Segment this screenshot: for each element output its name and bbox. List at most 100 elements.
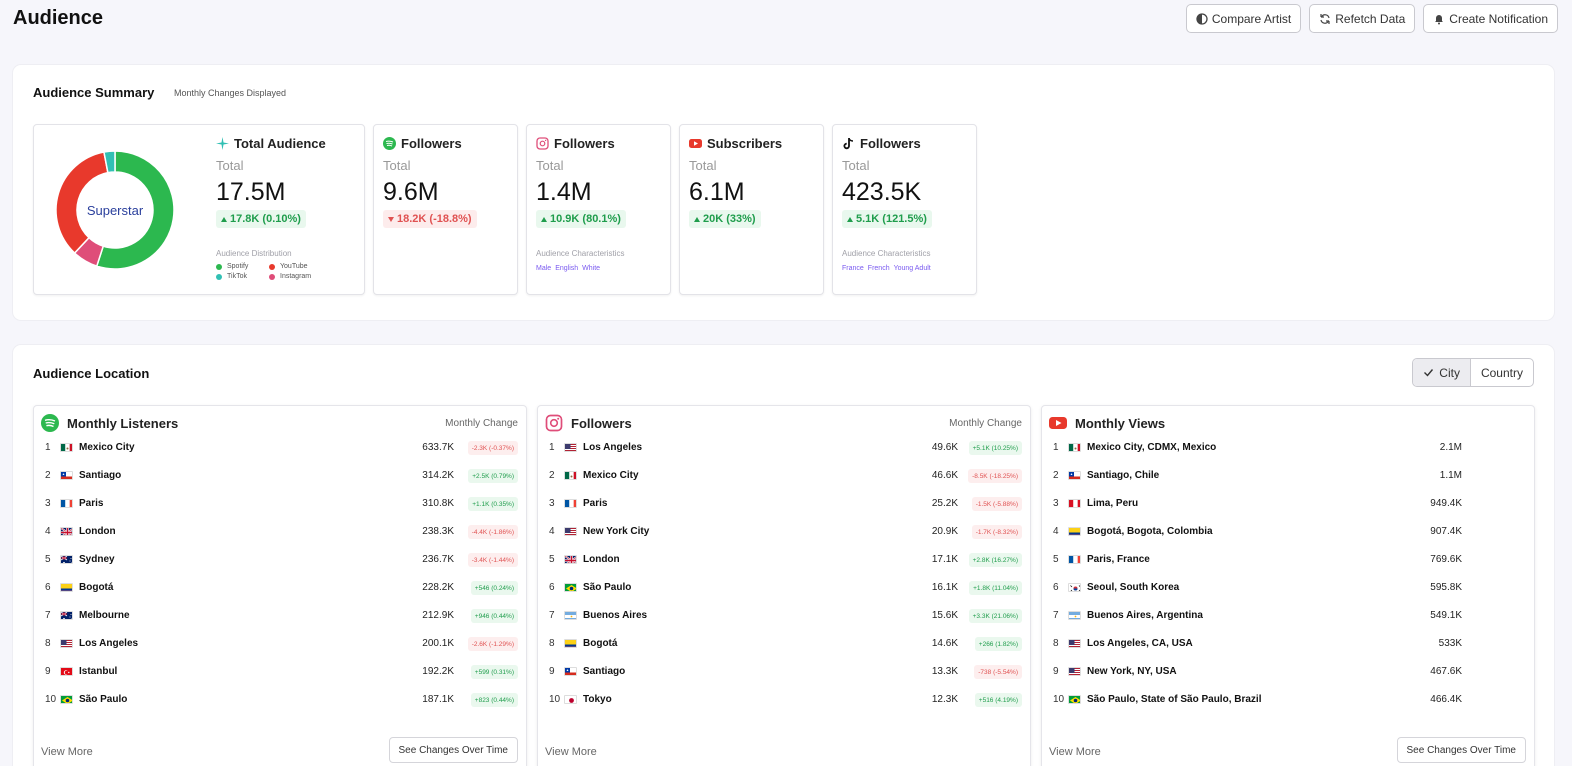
list-item[interactable]: 10 São Paulo, State of São Paulo, Brazil 4…	[1042, 687, 1534, 715]
location-value: 238.3K	[422, 526, 454, 537]
audience-location-panel: Audience Location City Country Monthly L…	[13, 345, 1554, 766]
refresh-icon	[1320, 13, 1330, 24]
check-icon	[1424, 369, 1434, 377]
list-item[interactable]: 3 Paris 25.2K -1.5K (-5.88%)	[538, 491, 1030, 519]
tag[interactable]: French	[867, 265, 890, 272]
tag[interactable]: France	[842, 265, 864, 272]
spotify-total-label: Total	[383, 158, 411, 173]
list-item[interactable]: 8 Los Angeles 200.1K -2.6K (-1.29%)	[34, 631, 526, 659]
list-item[interactable]: 1 Mexico City, CDMX, Mexico 2.1M	[1042, 435, 1534, 463]
list-item[interactable]: 9 Istanbul 192.2K +599 (0.31%)	[34, 659, 526, 687]
total-audience-title: Total Audience	[234, 136, 326, 151]
list-item[interactable]: 1 Los Angeles 49.6K +5.1K (10.25%)	[538, 435, 1030, 463]
flag-cl-icon	[60, 471, 73, 480]
youtube-icon	[689, 139, 702, 148]
tag[interactable]: Male	[536, 265, 552, 272]
location-value: 13.3K	[931, 666, 958, 677]
tiktok-followers-card: Followers Total 423.5K 5.1K (121.5%) Aud…	[832, 124, 977, 295]
flag-us-icon	[1068, 639, 1081, 648]
flag-br-icon	[1068, 695, 1081, 704]
list-item[interactable]: 1 Mexico City 633.7K -2.3K (-0.37%)	[34, 435, 526, 463]
list-item[interactable]: 10 Tokyo 12.3K +516 (4.19%)	[538, 687, 1030, 715]
view-more-link[interactable]: View More	[1049, 746, 1101, 758]
location-value: 949.4K	[1430, 498, 1462, 509]
list-item[interactable]: 9 Santiago 13.3K -738 (-5.54%)	[538, 659, 1030, 687]
rank: 4	[549, 526, 555, 537]
donut-slice-spotify[interactable]	[95, 150, 175, 270]
rank: 6	[549, 582, 555, 593]
list-item[interactable]: 2 Santiago, Chile 1.1M	[1042, 463, 1534, 491]
tiktok-tags: France French Young Adult	[842, 265, 931, 272]
instagram-icon	[545, 414, 563, 432]
flag-kr-icon	[1068, 583, 1081, 592]
create-notification-button[interactable]: Create Notification	[1423, 4, 1558, 33]
list-item[interactable]: 5 Sydney 236.7K -3.4K (-1.44%)	[34, 547, 526, 575]
list-item[interactable]: 8 Los Angeles, CA, USA 533K	[1042, 631, 1534, 659]
location-name: London	[583, 554, 620, 565]
list-item[interactable]: 2 Santiago 314.2K +2.5K (0.79%)	[34, 463, 526, 491]
change-badge: -1.7K (-8.32%)	[971, 525, 1022, 539]
tag[interactable]: White	[582, 265, 601, 272]
flag-pe-icon	[1068, 499, 1081, 508]
location-name: Mexico City, CDMX, Mexico	[1087, 442, 1217, 453]
location-value: 633.7K	[422, 442, 454, 453]
compare-artist-button[interactable]: Compare Artist	[1185, 4, 1302, 33]
flag-fr-icon	[60, 499, 73, 508]
youtube-location-head: Monthly Views	[1049, 414, 1165, 432]
location-name: Mexico City	[79, 442, 135, 453]
list-item[interactable]: 10 São Paulo 187.1K +823 (0.44%)	[34, 687, 526, 715]
youtube-change: 20K (33%)	[689, 210, 761, 228]
rank: 5	[45, 554, 51, 565]
list-item[interactable]: 6 Bogotá 228.2K +546 (0.24%)	[34, 575, 526, 603]
list-item[interactable]: 5 London 17.1K +2.8K (16.27%)	[538, 547, 1030, 575]
tag[interactable]: Young Adult	[893, 265, 931, 272]
refetch-data-button[interactable]: Refetch Data	[1309, 4, 1416, 33]
youtube-card-title-wrap: Subscribers	[689, 136, 782, 151]
list-item[interactable]: 4 London 238.3K -4.4K (-1.86%)	[34, 519, 526, 547]
list-item[interactable]: 3 Paris 310.8K +1.1K (0.35%)	[34, 491, 526, 519]
location-value: 466.4K	[1430, 694, 1462, 705]
page-title: Audience	[13, 7, 104, 29]
change-badge: -2.6K (-1.29%)	[467, 637, 518, 651]
list-item[interactable]: 6 Seoul, South Korea 595.8K	[1042, 575, 1534, 603]
legend-item-instagram: Instagram	[269, 273, 329, 280]
audience-summary-subtitle: Monthly Changes Displayed	[174, 88, 287, 98]
view-more-link[interactable]: View More	[41, 746, 93, 758]
list-item[interactable]: 9 New York, NY, USA 467.6K	[1042, 659, 1534, 687]
list-item[interactable]: 5 Paris, France 769.6K	[1042, 547, 1534, 575]
list-item[interactable]: 4 New York City 20.9K -1.7K (-8.32%)	[538, 519, 1030, 547]
list-item[interactable]: 4 Bogotá, Bogota, Colombia 907.4K	[1042, 519, 1534, 547]
list-item[interactable]: 6 São Paulo 16.1K +1.8K (11.04%)	[538, 575, 1030, 603]
rank: 9	[1053, 666, 1059, 677]
instagram-location-card: Followers Monthly Change 1 Los Angeles 49.…	[537, 405, 1031, 766]
total-audience-change: 17.8K (0.10%)	[216, 210, 306, 228]
see-changes-button[interactable]: See Changes Over Time	[388, 737, 518, 763]
change-badge: -738 (-5.54%)	[974, 665, 1022, 679]
list-item[interactable]: 7 Buenos Aires 15.6K +3.3K (21.06%)	[538, 603, 1030, 631]
flag-mx-icon	[1068, 443, 1081, 452]
tiktok-total-label: Total	[842, 158, 870, 173]
tag[interactable]: English	[555, 265, 579, 272]
change-badge: +266 (1.82%)	[974, 637, 1022, 651]
list-item[interactable]: 2 Mexico City 46.6K -8.5K (-18.25%)	[538, 463, 1030, 491]
bell-icon	[1435, 14, 1444, 24]
location-name: Mexico City	[583, 470, 639, 481]
rank: 8	[1053, 638, 1059, 649]
flag-fr-icon	[564, 499, 577, 508]
change-badge: +546 (0.24%)	[470, 581, 518, 595]
toggle-country[interactable]: Country	[1480, 365, 1523, 380]
toggle-city[interactable]: City	[1413, 359, 1471, 386]
change-badge: -4.4K (-1.86%)	[467, 525, 518, 539]
list-item[interactable]: 8 Bogotá 14.6K +266 (1.82%)	[538, 631, 1030, 659]
list-item[interactable]: 7 Melbourne 212.9K +946 (0.44%)	[34, 603, 526, 631]
location-value: 1.1M	[1439, 470, 1462, 481]
see-changes-button[interactable]: See Changes Over Time	[1396, 737, 1526, 763]
view-more-link[interactable]: View More	[545, 746, 597, 758]
list-item[interactable]: 3 Lima, Peru 949.4K	[1042, 491, 1534, 519]
youtube-total-value: 6.1M	[689, 178, 745, 206]
spotify-card-title-wrap: Followers	[383, 136, 462, 151]
list-item[interactable]: 7 Buenos Aires, Argentina 549.1K	[1042, 603, 1534, 631]
sparkle-icon	[216, 137, 229, 150]
location-name: São Paulo, State of São Paulo, Brazil	[1087, 694, 1262, 705]
donut-slice-tiktok[interactable]	[103, 150, 116, 174]
